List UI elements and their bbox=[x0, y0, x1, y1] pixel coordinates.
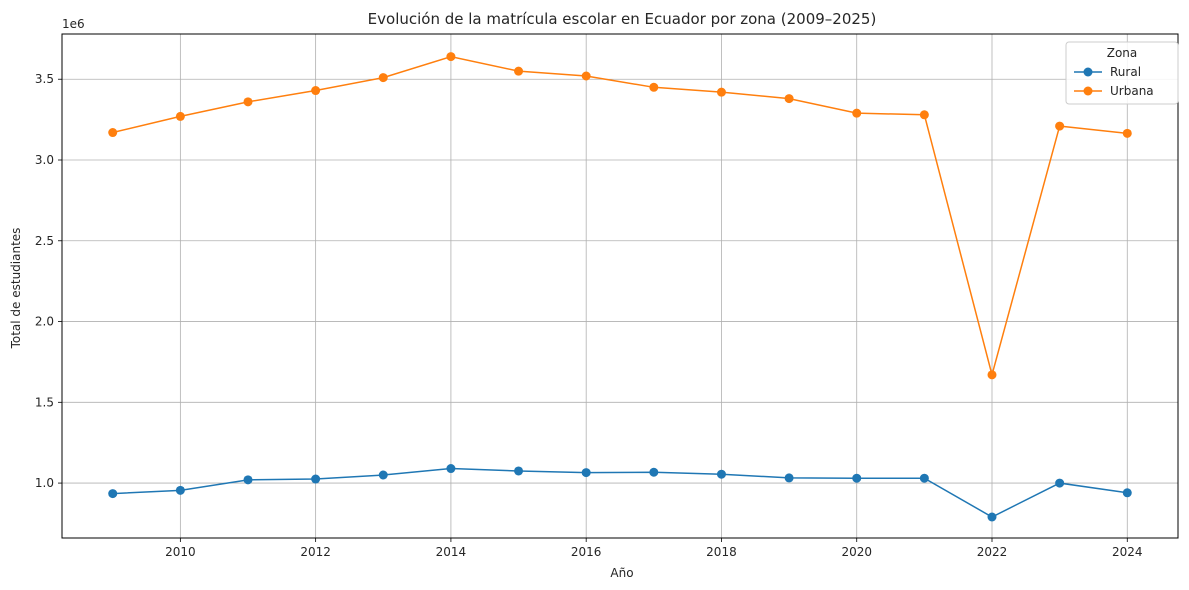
legend-label-rural: Rural bbox=[1110, 65, 1141, 79]
data-point-urbana bbox=[784, 94, 794, 104]
x-tick-label: 2010 bbox=[165, 545, 196, 559]
axis-ticks: 2010 2012 2014 2016 2018 2020 2022 2024 1.0 1.5 2.… bbox=[35, 72, 1143, 559]
data-point-urbana bbox=[446, 52, 456, 62]
plot-area bbox=[61, 33, 1179, 539]
data-point-urbana bbox=[243, 97, 253, 107]
x-tick-label: 2014 bbox=[436, 545, 467, 559]
legend-title: Zona bbox=[1107, 46, 1138, 60]
data-point-rural bbox=[514, 466, 524, 476]
data-point-rural bbox=[243, 475, 253, 485]
y-tick-label: 1.0 bbox=[35, 476, 54, 490]
y-tick-label: 2.5 bbox=[35, 234, 54, 248]
data-point-rural bbox=[311, 474, 321, 484]
data-point-urbana bbox=[649, 82, 659, 92]
data-point-urbana bbox=[581, 71, 591, 81]
legend-marker-rural bbox=[1083, 67, 1093, 77]
x-tick-label: 2016 bbox=[571, 545, 602, 559]
data-point-urbana bbox=[378, 73, 388, 83]
chart-title: Evolución de la matrícula escolar en Ecu… bbox=[368, 10, 877, 28]
series-line-urbana bbox=[112, 55, 1128, 378]
y-offset-label: 1e6 bbox=[62, 17, 85, 31]
data-point-rural bbox=[649, 467, 659, 477]
y-tick-label: 2.0 bbox=[35, 315, 54, 329]
x-tick-label: 2018 bbox=[706, 545, 737, 559]
data-point-urbana bbox=[852, 108, 862, 118]
series-line-rural bbox=[112, 467, 1128, 518]
data-point-rural bbox=[1122, 488, 1132, 498]
data-point-urbana bbox=[919, 110, 929, 120]
data-point-urbana bbox=[1055, 121, 1065, 131]
y-tick-label: 3.0 bbox=[35, 153, 54, 167]
data-point-rural bbox=[716, 469, 726, 479]
legend-marker-urbana bbox=[1083, 86, 1093, 96]
data-point-rural bbox=[108, 489, 118, 499]
y-tick-label: 1.5 bbox=[35, 395, 54, 409]
x-axis-label: Año bbox=[610, 566, 633, 580]
data-point-urbana bbox=[1122, 128, 1132, 138]
series bbox=[108, 52, 1132, 522]
x-tick-label: 2020 bbox=[841, 545, 872, 559]
data-point-rural bbox=[378, 470, 388, 480]
data-point-rural bbox=[987, 512, 997, 522]
legend: Zona Rural Urbana bbox=[1065, 41, 1179, 105]
data-point-urbana bbox=[987, 370, 997, 380]
data-point-rural bbox=[446, 464, 456, 474]
x-tick-label: 2024 bbox=[1112, 545, 1143, 559]
data-point-rural bbox=[175, 485, 185, 495]
x-tick-label: 2022 bbox=[977, 545, 1008, 559]
y-tick-label: 3.5 bbox=[35, 72, 54, 86]
data-point-urbana bbox=[108, 128, 118, 138]
data-point-urbana bbox=[716, 87, 726, 97]
data-point-rural bbox=[852, 473, 862, 483]
legend-label-urbana: Urbana bbox=[1110, 84, 1154, 98]
data-point-urbana bbox=[311, 86, 321, 96]
x-tick-label: 2012 bbox=[300, 545, 331, 559]
legend-box bbox=[1065, 41, 1179, 105]
data-point-urbana bbox=[175, 111, 185, 121]
data-point-rural bbox=[784, 473, 794, 483]
grid bbox=[62, 34, 1178, 538]
data-point-rural bbox=[581, 468, 591, 478]
data-point-rural bbox=[919, 473, 929, 483]
data-point-urbana bbox=[514, 66, 524, 76]
y-axis-label: Total de estudiantes bbox=[9, 228, 23, 350]
data-point-rural bbox=[1055, 478, 1065, 488]
